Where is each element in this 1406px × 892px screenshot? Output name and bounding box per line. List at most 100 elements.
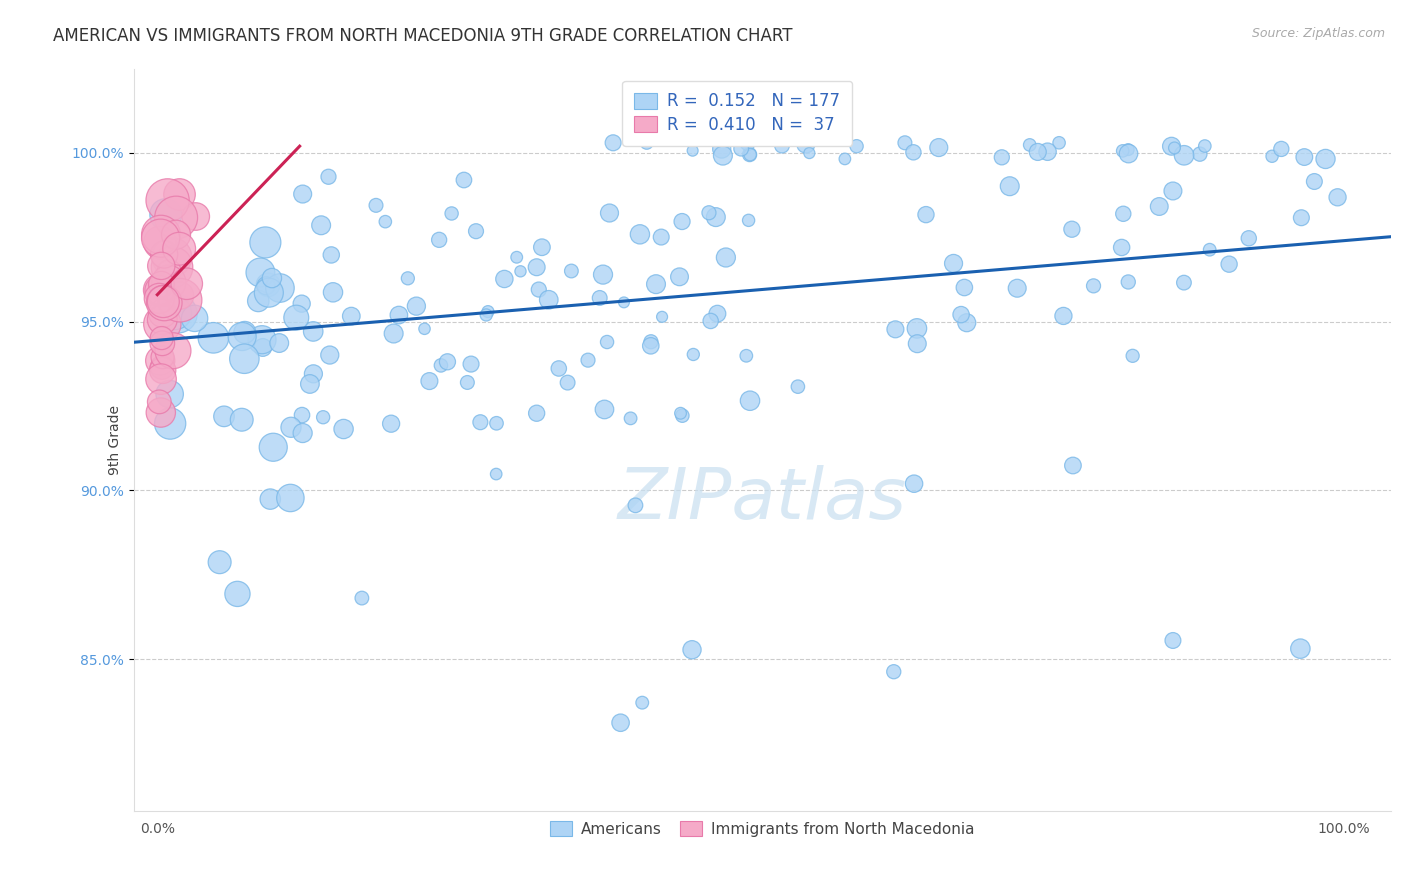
Point xyxy=(231,413,253,427)
Point xyxy=(624,499,647,513)
Point xyxy=(257,285,280,300)
Point xyxy=(262,440,284,454)
Point xyxy=(834,152,856,166)
Point xyxy=(456,376,478,390)
Point xyxy=(1026,145,1049,159)
Point xyxy=(1116,143,1139,157)
Point xyxy=(950,308,973,322)
Point xyxy=(231,329,253,343)
Text: Source: ZipAtlas.com: Source: ZipAtlas.com xyxy=(1251,27,1385,40)
Point xyxy=(956,316,979,330)
Point xyxy=(477,304,499,318)
Point xyxy=(681,642,703,657)
Point xyxy=(1315,152,1337,166)
Point xyxy=(169,187,191,202)
Point xyxy=(799,146,821,161)
Point xyxy=(602,136,624,150)
Point xyxy=(671,409,693,423)
Point xyxy=(291,425,314,440)
Point xyxy=(737,213,759,227)
Point xyxy=(710,142,733,156)
Point xyxy=(364,198,387,212)
Point xyxy=(915,208,938,222)
Point xyxy=(160,260,183,275)
Point xyxy=(157,264,180,278)
Point xyxy=(150,331,173,345)
Point xyxy=(526,260,548,275)
Point xyxy=(651,310,673,324)
Point xyxy=(636,136,658,150)
Point xyxy=(475,308,498,322)
Point xyxy=(460,357,482,371)
Text: AMERICAN VS IMMIGRANTS FROM NORTH MACEDONIA 9TH GRADE CORRELATION CHART: AMERICAN VS IMMIGRANTS FROM NORTH MACEDO… xyxy=(53,27,793,45)
Point xyxy=(436,355,458,369)
Point xyxy=(156,194,179,208)
Point xyxy=(321,248,343,262)
Point xyxy=(704,210,727,224)
Point xyxy=(149,406,172,420)
Point xyxy=(150,336,173,351)
Point xyxy=(1237,231,1260,245)
Point xyxy=(184,210,207,224)
Point xyxy=(1122,349,1144,363)
Point xyxy=(485,467,508,481)
Point xyxy=(226,587,249,601)
Point xyxy=(669,406,692,420)
Point xyxy=(319,348,342,362)
Point xyxy=(149,283,172,297)
Point xyxy=(682,144,704,158)
Point xyxy=(1261,149,1284,163)
Point xyxy=(202,331,225,345)
Point xyxy=(953,280,976,294)
Point xyxy=(1291,211,1313,225)
Point xyxy=(247,293,270,308)
Point xyxy=(259,492,281,507)
Point xyxy=(1303,174,1326,188)
Point xyxy=(152,306,174,320)
Point xyxy=(453,173,475,187)
Point xyxy=(845,139,868,153)
Point xyxy=(302,325,325,339)
Point xyxy=(183,311,205,326)
Point xyxy=(208,555,231,569)
Point xyxy=(1218,257,1240,271)
Point xyxy=(254,278,277,293)
Point xyxy=(942,256,965,270)
Point xyxy=(1047,136,1070,150)
Point xyxy=(903,476,925,491)
Point xyxy=(884,322,907,336)
Point xyxy=(233,351,256,366)
Point xyxy=(153,247,176,261)
Point xyxy=(149,227,172,242)
Point xyxy=(280,491,302,505)
Point xyxy=(152,294,174,309)
Point xyxy=(596,334,619,349)
Point xyxy=(1289,641,1312,656)
Point xyxy=(1052,309,1074,323)
Point xyxy=(1118,146,1140,161)
Point xyxy=(560,264,582,278)
Point xyxy=(157,276,180,290)
Point xyxy=(628,227,651,242)
Point xyxy=(506,250,529,264)
Point xyxy=(150,277,173,292)
Point xyxy=(1112,207,1135,221)
Point xyxy=(730,142,752,156)
Point xyxy=(280,420,302,434)
Point xyxy=(706,307,728,321)
Point xyxy=(291,296,314,310)
Point xyxy=(250,333,273,347)
Point xyxy=(252,341,274,355)
Point xyxy=(291,408,314,422)
Point xyxy=(380,417,402,431)
Point xyxy=(169,293,191,308)
Point xyxy=(149,283,172,297)
Y-axis label: 9th Grade: 9th Grade xyxy=(108,405,122,475)
Point xyxy=(1112,144,1135,158)
Point xyxy=(249,265,271,279)
Point xyxy=(668,269,690,284)
Point xyxy=(1198,243,1220,257)
Point xyxy=(714,251,737,265)
Point xyxy=(396,271,419,285)
Point xyxy=(440,206,463,220)
